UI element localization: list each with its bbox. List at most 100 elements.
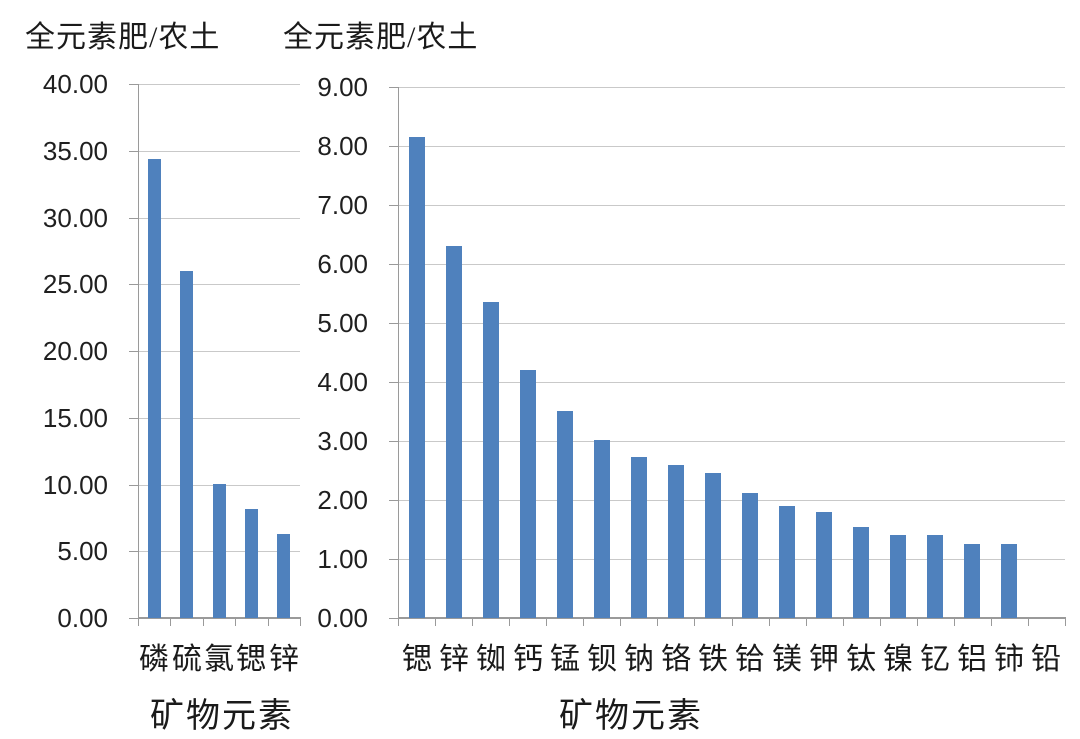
y-tick-label: 4.00	[317, 367, 368, 397]
x-axis-tick	[546, 618, 547, 626]
x-axis-tick	[620, 618, 621, 626]
y-tick-label: 0.00	[57, 603, 108, 633]
y-axis-tick	[389, 500, 398, 501]
x-category-label: 镍	[883, 643, 913, 676]
y-axis-tick	[389, 323, 398, 324]
bar-钡	[594, 440, 610, 618]
x-category-label: 氯	[204, 643, 234, 676]
x-axis-tick	[203, 618, 204, 626]
y-axis-tick	[389, 618, 398, 619]
x-axis-tick	[583, 618, 584, 626]
y-gridline	[398, 382, 1065, 383]
x-axis-tick	[917, 618, 918, 626]
x-category-label: 锌	[269, 643, 299, 676]
y-tick-label: 1.00	[317, 544, 368, 574]
y-axis-tick	[129, 351, 138, 352]
y-gridline	[398, 559, 1065, 560]
x-category-label: 锌	[439, 643, 469, 676]
y-gridline	[398, 264, 1065, 265]
x-axis-tick	[398, 618, 399, 626]
x-category-label: 锰	[550, 643, 580, 676]
bar-铬	[668, 465, 684, 618]
y-axis-tick	[129, 485, 138, 486]
x-axis-tick	[657, 618, 658, 626]
y-gridline	[138, 84, 300, 85]
y-gridline	[138, 151, 300, 152]
y-gridline	[398, 323, 1065, 324]
x-category-label: 铝	[957, 643, 987, 676]
bar-锶	[245, 509, 258, 618]
x-axis-tick	[806, 618, 807, 626]
y-axis-tick	[389, 382, 398, 383]
y-tick-label: 20.00	[42, 336, 108, 366]
y-tick-label: 5.00	[317, 308, 368, 338]
x-category-label: 钛	[846, 643, 876, 676]
bar-钾	[816, 512, 832, 618]
bar-锰	[557, 411, 573, 618]
x-axis-tick	[694, 618, 695, 626]
bar-铪	[742, 493, 758, 618]
x-category-label: 铅	[1031, 643, 1061, 676]
bar-钙	[520, 370, 536, 618]
left-chart-title: 全元素肥/农土	[25, 21, 221, 54]
bar-镍	[890, 535, 906, 618]
y-axis-tick	[389, 205, 398, 206]
y-tick-label: 2.00	[317, 485, 368, 515]
y-axis-tick	[129, 418, 138, 419]
y-gridline	[398, 87, 1065, 88]
y-axis-tick	[389, 559, 398, 560]
x-category-label: 铷	[476, 643, 506, 676]
y-tick-label: 3.00	[317, 426, 368, 456]
y-axis-tick	[129, 84, 138, 85]
y-tick-label: 0.00	[317, 603, 368, 633]
y-axis-tick	[389, 264, 398, 265]
x-axis-tick	[1065, 618, 1066, 626]
y-tick-label: 35.00	[42, 136, 108, 166]
y-tick-label: 9.00	[317, 72, 368, 102]
x-category-label: 铪	[735, 643, 765, 676]
x-axis-tick	[170, 618, 171, 626]
y-gridline	[398, 146, 1065, 147]
y-axis-tick	[389, 146, 398, 147]
x-axis-tick	[509, 618, 510, 626]
x-category-label: 钠	[624, 643, 654, 676]
x-category-label: 钙	[513, 643, 543, 676]
y-tick-label: 10.00	[42, 470, 108, 500]
y-gridline	[398, 205, 1065, 206]
x-axis-tick	[435, 618, 436, 626]
right-chart-xaxis-title: 矿物元素	[559, 698, 703, 735]
left-chart-xaxis-title: 矿物元素	[150, 698, 294, 735]
x-category-label: 钇	[920, 643, 950, 676]
x-axis-tick	[732, 618, 733, 626]
y-tick-label: 6.00	[317, 249, 368, 279]
x-category-label: 铬	[661, 643, 691, 676]
bar-锌	[277, 534, 290, 618]
y-axis-line	[398, 87, 399, 618]
y-gridline	[138, 418, 300, 419]
bar-铈	[1001, 544, 1017, 618]
bar-钠	[631, 457, 647, 618]
x-category-label: 钡	[587, 643, 617, 676]
x-axis-line	[138, 617, 301, 619]
y-gridline	[138, 284, 300, 285]
y-axis-tick	[129, 551, 138, 552]
x-category-label: 钾	[809, 643, 839, 676]
x-category-label: 锶	[402, 643, 432, 676]
x-category-label: 铁	[698, 643, 728, 676]
bar-铷	[483, 302, 499, 618]
x-category-label: 铈	[994, 643, 1024, 676]
x-axis-tick	[472, 618, 473, 626]
x-axis-tick	[235, 618, 236, 626]
y-tick-label: 15.00	[42, 403, 108, 433]
x-axis-tick	[880, 618, 881, 626]
x-axis-tick	[268, 618, 269, 626]
bar-氯	[213, 484, 226, 618]
y-tick-label: 30.00	[42, 203, 108, 233]
bar-铝	[964, 544, 980, 618]
x-axis-tick	[991, 618, 992, 626]
y-axis-tick	[129, 284, 138, 285]
y-tick-label: 7.00	[317, 190, 368, 220]
